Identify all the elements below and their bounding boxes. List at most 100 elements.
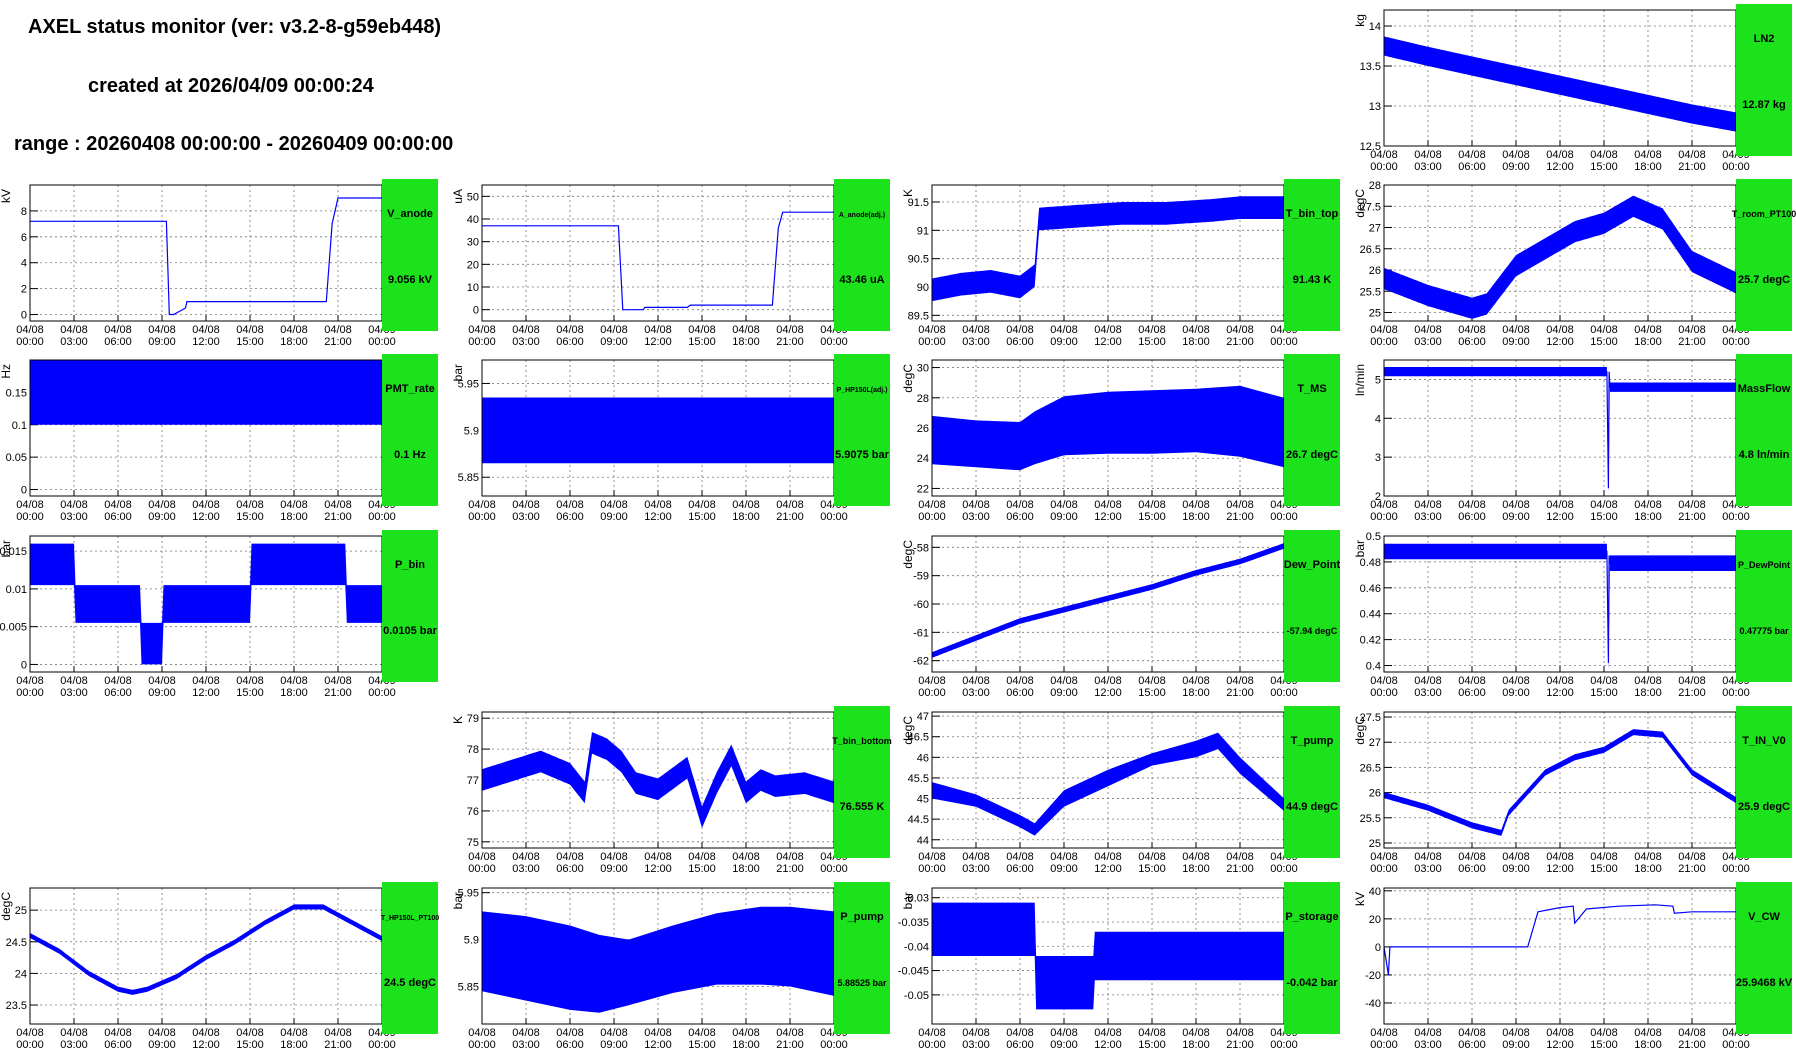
data-group — [1384, 543, 1736, 671]
x-tick-label-time: 09:00 — [148, 1039, 176, 1051]
x-tick-label-date: 04/08 — [1546, 149, 1574, 161]
x-tick-label-time: 09:00 — [1050, 863, 1078, 875]
y-tick-label: 0.5 — [1366, 531, 1381, 543]
data-band — [932, 543, 1284, 658]
y-axis-label: uA — [451, 189, 465, 204]
x-tick-label-date: 04/08 — [324, 1027, 352, 1039]
chart-P_HP150L_adj: 04/0800:0004/0803:0004/0806:0004/0809:00… — [451, 354, 890, 523]
x-tick-label-time: 09:00 — [600, 863, 628, 875]
x-tick-label-time: 15:00 — [1138, 687, 1166, 699]
y-tick-label: 25 — [1369, 838, 1381, 850]
status-name: T_room_PT100 — [1732, 209, 1796, 219]
x-tick-label-date: 04/08 — [1006, 1027, 1034, 1039]
x-tick-label-time: 06:00 — [556, 863, 584, 875]
x-tick-label-date: 04/08 — [1094, 324, 1122, 336]
y-tick-label: 50 — [467, 191, 479, 203]
x-tick-label-time: 12:00 — [1546, 336, 1574, 348]
y-tick-label: 25.5 — [1360, 286, 1381, 298]
data-group — [1384, 36, 1736, 132]
x-tick-label-time: 00:00 — [1370, 161, 1398, 173]
x-tick-label-time: 03:00 — [962, 863, 990, 875]
y-tick-label: 45 — [917, 794, 929, 806]
x-tick-label-time: 00:00 — [1270, 863, 1298, 875]
y-tick-label: -61 — [913, 627, 929, 639]
status-box — [1284, 706, 1340, 858]
y-tick-label: 0.4 — [1366, 661, 1381, 673]
x-tick-label-date: 04/08 — [280, 499, 308, 511]
y-tick-label: 22 — [917, 483, 929, 495]
x-tick-label-time: 21:00 — [776, 336, 804, 348]
x-tick-label-time: 06:00 — [1458, 1039, 1486, 1051]
x-tick-label-date: 04/08 — [1094, 675, 1122, 687]
status-box — [382, 179, 438, 331]
y-tick-label: 20 — [467, 259, 479, 271]
x-tick-label-time: 03:00 — [1414, 687, 1442, 699]
y-tick-label: 27 — [1369, 223, 1381, 235]
x-tick-label-date: 04/08 — [1458, 675, 1486, 687]
x-tick-label-date: 04/08 — [918, 675, 946, 687]
x-tick-label-date: 04/08 — [1634, 851, 1662, 863]
x-tick-label-time: 00:00 — [1370, 1039, 1398, 1051]
status-box — [382, 354, 438, 506]
x-tick-label-time: 03:00 — [512, 863, 540, 875]
x-tick-label-date: 04/08 — [1006, 675, 1034, 687]
y-tick-label: 5.9 — [464, 935, 479, 947]
x-tick-label-time: 09:00 — [600, 1039, 628, 1051]
chart-T_bin_top: 04/0800:0004/0803:0004/0806:0004/0809:00… — [901, 179, 1340, 348]
x-tick-label-date: 04/08 — [1590, 499, 1618, 511]
x-tick-label-time: 06:00 — [104, 1039, 132, 1051]
x-tick-label-time: 21:00 — [1226, 336, 1254, 348]
x-tick-label-date: 04/08 — [1458, 324, 1486, 336]
data-line — [1384, 371, 1736, 489]
x-tick-label-date: 04/08 — [688, 1027, 716, 1039]
status-name: V_CW — [1748, 911, 1780, 923]
x-tick-label-date: 04/08 — [1590, 1027, 1618, 1039]
x-tick-label-time: 09:00 — [1050, 511, 1078, 523]
x-tick-label-date: 04/08 — [104, 1027, 132, 1039]
data-group — [932, 902, 1284, 1010]
x-tick-label-date: 04/08 — [1138, 499, 1166, 511]
y-tick-label: 20 — [1369, 914, 1381, 926]
x-tick-label-date: 04/08 — [512, 1027, 540, 1039]
x-tick-label-time: 00:00 — [918, 863, 946, 875]
x-tick-label-date: 04/08 — [280, 324, 308, 336]
x-tick-label-time: 00:00 — [468, 511, 496, 523]
y-tick-label: -40 — [1365, 998, 1381, 1010]
chart-Dew_Point: 04/0800:0004/0803:0004/0806:0004/0809:00… — [901, 530, 1340, 699]
y-tick-label: 77 — [467, 775, 479, 787]
data-group — [30, 543, 382, 665]
x-tick-label-time: 12:00 — [1546, 863, 1574, 875]
x-tick-label-time: 06:00 — [1006, 863, 1034, 875]
x-tick-label-time: 21:00 — [776, 1039, 804, 1051]
data-group — [482, 732, 834, 828]
y-axis-label: bar — [451, 892, 465, 909]
x-tick-label-time: 00:00 — [918, 1039, 946, 1051]
x-tick-label-date: 04/08 — [1502, 149, 1530, 161]
x-tick-label-date: 04/08 — [1458, 499, 1486, 511]
data-group — [30, 904, 382, 995]
x-tick-label-time: 12:00 — [1094, 336, 1122, 348]
status-value: 12.87 kg — [1742, 99, 1785, 111]
x-tick-label-time: 09:00 — [1050, 336, 1078, 348]
status-box — [1284, 354, 1340, 506]
chart-P_DewPoint: 04/0800:0004/0803:0004/0806:0004/0809:00… — [1353, 530, 1792, 699]
x-tick-label-date: 04/08 — [1678, 149, 1706, 161]
x-tick-label-time: 00:00 — [1722, 687, 1750, 699]
x-tick-label-date: 04/08 — [1050, 675, 1078, 687]
y-axis-label: K — [451, 716, 465, 724]
x-tick-label-date: 04/08 — [644, 499, 672, 511]
status-box — [834, 706, 890, 858]
x-tick-label-time: 00:00 — [1722, 161, 1750, 173]
status-value: 25.9468 kV — [1736, 977, 1793, 989]
y-axis-label: degC — [901, 716, 915, 745]
x-tick-label-date: 04/08 — [1502, 851, 1530, 863]
x-tick-label-date: 04/08 — [324, 675, 352, 687]
x-tick-label-time: 18:00 — [1182, 336, 1210, 348]
status-box — [1736, 706, 1792, 858]
x-tick-label-date: 04/08 — [776, 499, 804, 511]
y-tick-label: 24.5 — [6, 937, 27, 949]
y-tick-label: -60 — [913, 599, 929, 611]
x-tick-label-time: 00:00 — [468, 336, 496, 348]
x-tick-label-date: 04/08 — [1590, 851, 1618, 863]
y-tick-label: 28 — [917, 393, 929, 405]
